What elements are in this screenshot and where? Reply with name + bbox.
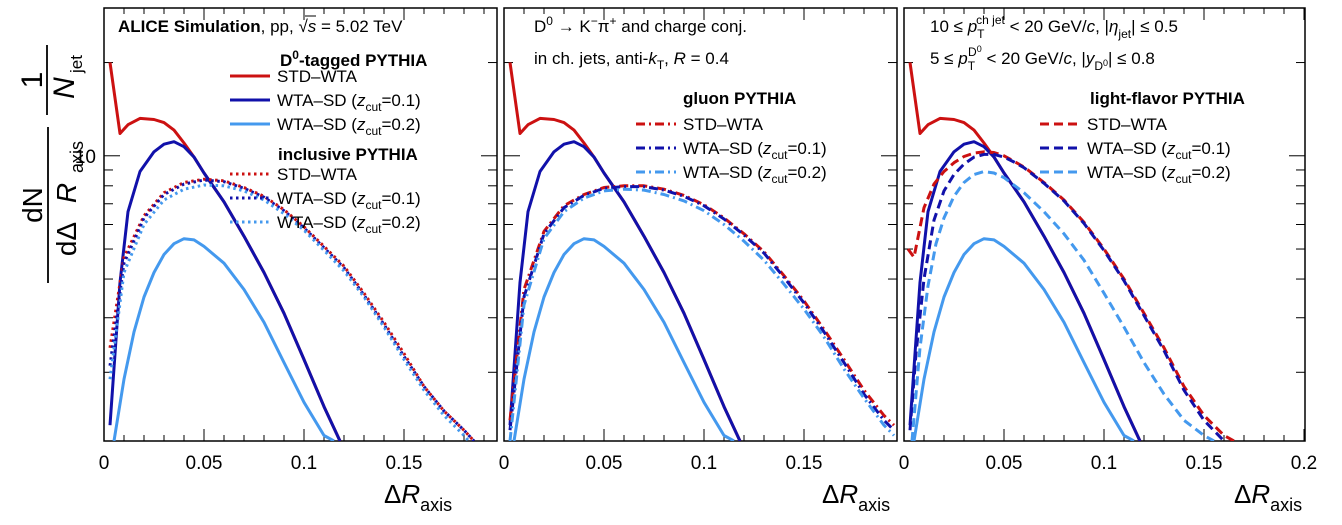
jets-label: in ch. jets, anti-kT, R = 0.4 [534, 49, 729, 72]
series-solid-darkblue [908, 140, 1142, 441]
jet-cut-label: 10 ≤ pTch jet < 20 GeV/c, |ηjet| ≤ 0.5 [930, 13, 1178, 41]
series-dotted-darkblue [108, 178, 476, 441]
right-panel-annotations: 10 ≤ pTch jet < 20 GeV/c, |ηjet| ≤ 0.5 5… [930, 13, 1245, 108]
d0-cut-label: 5 ≤ pTD0 < 20 GeV/c, |yD0| ≤ 0.8 [930, 44, 1155, 73]
series-group [508, 62, 896, 441]
series-solid-darkblue [108, 140, 342, 441]
legend-entry: WTA–SD (zcut=0.1) [230, 189, 421, 212]
legend-label: WTA–SD (zcut=0.1) [1087, 139, 1231, 162]
legend-entry: WTA–SD (zcut=0.2) [1040, 163, 1231, 186]
legend-entry: STD–WTA [230, 165, 358, 184]
x-tick-label: 0.1 [1091, 453, 1117, 474]
middle-header-gluon: gluon PYTHIA [683, 89, 796, 108]
legend-label: WTA–SD (zcut=0.1) [277, 91, 421, 114]
y-title-dn: dN [17, 187, 48, 223]
middle-panel-annotations: D0 → K−π+ and charge conj. in ch. jets, … [534, 14, 796, 108]
decay-label: D0 → K−π+ and charge conj. [534, 14, 747, 36]
panel-middle: 0 0.05 0.1 0.15 STD–WTA WTA–SD (zcut=0.1)WTA–… [499, 7, 898, 474]
y-title-one: 1 [16, 72, 49, 89]
legend-entry: WTA–SD (zcut=0.1) [1040, 139, 1231, 162]
x-title-middle: ΔRaxis [822, 479, 890, 515]
panel-right: 0 0.05 0.1 0.15 0.2 STD–WTA WTA–SD (zcut=0.1)W… [899, 7, 1317, 474]
x-title-right: ΔRaxis [1234, 479, 1302, 515]
legend-label: WTA–SD (zcut=0.2) [1087, 163, 1231, 186]
series-dashed-lightblue [910, 170, 1215, 441]
x-title-left: ΔRaxis [384, 479, 452, 515]
x-tick-label: 0 [99, 453, 110, 474]
legend-entry: WTA–SD (zcut=0.2) [230, 213, 421, 236]
y-title-r: R [51, 183, 82, 203]
series-dashdot-red [508, 184, 896, 427]
y-tick-label: 10 [75, 147, 96, 168]
legend-entry: WTA–SD (zcut=0.2) [230, 115, 421, 138]
series-solid-lightblue [912, 237, 1135, 441]
legend-entry: WTA–SD (zcut=0.1) [636, 139, 827, 162]
legend-label: WTA–SD (zcut=0.1) [277, 189, 421, 212]
series-group [108, 62, 476, 441]
x-tick-label: 0 [499, 453, 510, 474]
series-dashdot-lightblue [508, 187, 896, 441]
series-dashed-red [906, 150, 1235, 441]
x-tick-label: 0 [899, 453, 910, 474]
x-axis-titles: ΔRaxis ΔRaxis ΔRaxis [384, 479, 1302, 515]
legend-label: STD–WTA [1087, 115, 1168, 134]
series-solid-darkblue [508, 140, 742, 441]
y-title-n-sub: jet [67, 55, 86, 74]
legend-label: STD–WTA [683, 115, 764, 134]
series-dashdot-darkblue [508, 185, 896, 432]
legend-entry: STD–WTA [1040, 115, 1168, 134]
legend-label: STD–WTA [277, 67, 358, 86]
left-panel-annotations: ALICE Simulation, pp, √s = 5.02 TeV D0-t… [118, 15, 427, 164]
y-title-d: dΔ [51, 222, 82, 256]
left-header-dtagged: D0-tagged PYTHIA [280, 48, 427, 70]
legend-entry: STD–WTA [230, 67, 358, 86]
left-header-inclusive: inclusive PYTHIA [278, 145, 418, 164]
series-solid-lightblue [512, 237, 735, 441]
legend-entry: WTA–SD (zcut=0.2) [636, 163, 827, 186]
y-title-n: N [48, 77, 81, 99]
x-tick-label: 0.1 [291, 453, 317, 474]
legend-label: WTA–SD (zcut=0.2) [277, 213, 421, 236]
series-dashed-darkblue [908, 152, 1228, 441]
legend-entry: WTA–SD (zcut=0.1) [230, 91, 421, 114]
legend-label: WTA–SD (zcut=0.2) [683, 163, 827, 186]
x-tick-label: 0.15 [786, 453, 823, 474]
y-axis-title-fraction: dN dΔ R axis [17, 127, 87, 283]
series-solid-lightblue [112, 237, 335, 441]
x-tick-label: 0.15 [386, 453, 423, 474]
plot-frame [503, 7, 898, 442]
y-axis-title: 1 N jet [16, 45, 86, 115]
legend-label: WTA–SD (zcut=0.1) [683, 139, 827, 162]
alice-label: ALICE Simulation, pp, √s = 5.02 TeV [118, 17, 403, 36]
x-tick-label: 0.2 [1291, 453, 1317, 474]
y-title-r-sub: axis [67, 141, 87, 173]
series-group [906, 62, 1235, 441]
legend-label: STD–WTA [277, 165, 358, 184]
plot-frame [903, 7, 1306, 442]
legend-label: WTA–SD (zcut=0.2) [277, 115, 421, 138]
x-tick-label: 0.1 [691, 453, 717, 474]
x-tick-label: 0.05 [986, 453, 1023, 474]
right-header-lightflavor: light-flavor PYTHIA [1090, 89, 1245, 108]
x-tick-label: 0.05 [586, 453, 623, 474]
series-dotted-lightblue [108, 183, 471, 441]
legend-entry: STD–WTA [636, 115, 764, 134]
x-tick-label: 0.15 [1186, 453, 1223, 474]
x-tick-label: 0.05 [186, 453, 223, 474]
